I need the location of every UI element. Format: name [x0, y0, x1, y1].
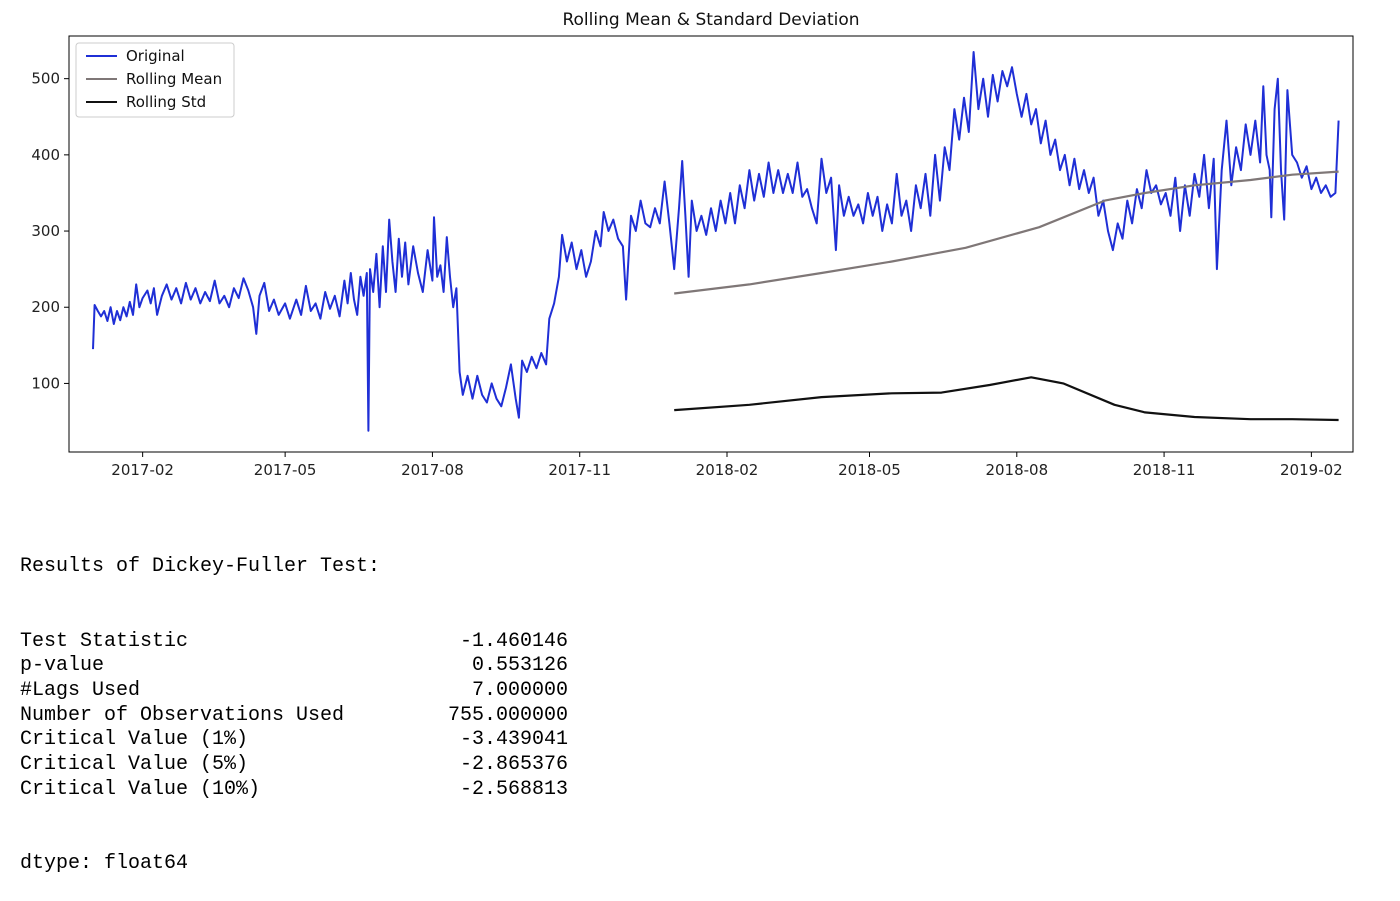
legend: Original Rolling Mean Rolling Std: [75, 42, 235, 118]
results-row: Critical Value (5%) -2.865376: [20, 753, 568, 778]
x-tick-label: 2018-05: [838, 461, 901, 479]
results-row-value: -3.439041: [459, 728, 568, 752]
results-header: Results of Dickey-Fuller Test:: [20, 555, 381, 579]
y-tick-label: 400: [31, 146, 60, 164]
results-row: p-value 0.553126: [20, 654, 568, 679]
results-row-value: 0.553126: [471, 654, 568, 678]
results-row-value: 7.000000: [471, 678, 568, 702]
results-row-label: Critical Value (10%): [20, 777, 261, 801]
results-row: Critical Value (10%) -2.568813: [20, 778, 568, 803]
results-row: #Lags Used 7.000000: [20, 679, 568, 704]
results-row-value: -2.568813: [459, 777, 568, 801]
legend-label-rolling-mean: Rolling Mean: [126, 70, 222, 88]
x-tick-label: 2017-02: [111, 461, 174, 479]
series-line-rolling-mean: [674, 170, 1339, 295]
legend-box: [75, 42, 235, 118]
results-footer: dtype: float64: [20, 851, 189, 875]
series-line-rolling-std: [674, 376, 1339, 422]
y-tick-label: 500: [31, 70, 60, 88]
x-tick-label: 2017-08: [401, 461, 464, 479]
y-tick-label: 100: [31, 374, 60, 392]
plot-area: 2017-02 2017-05 2017-08 2017-11 2018-02 2018-…: [31, 35, 1354, 479]
results-row-label: Test Statistic: [20, 629, 189, 653]
results-table: Test Statistic -1.460146 p-value 0.553126 #L…: [20, 630, 568, 803]
results-row-label: Critical Value (1%): [20, 728, 249, 752]
results-row-label: Critical Value (5%): [20, 753, 249, 777]
chart-title: Rolling Mean & Standard Deviation: [562, 10, 859, 30]
x-tick-label: 2018-02: [696, 461, 759, 479]
legend-label-rolling-std: Rolling Std: [126, 93, 206, 111]
legend-label-original: Original: [126, 47, 185, 65]
results-row: Critical Value (1%) -3.439041: [20, 728, 568, 753]
y-tick-label: 300: [31, 222, 60, 240]
results-row-value: -1.460146: [459, 629, 568, 653]
axes-frame: [68, 35, 1354, 453]
x-tick-label: 2017-05: [254, 461, 317, 479]
series-line-original: [92, 51, 1340, 432]
dickey-fuller-results: Results of Dickey-Fuller Test: Test Stat…: [20, 506, 568, 901]
results-row: Test Statistic -1.460146: [20, 630, 568, 655]
rolling-chart: Rolling Mean & Standard Deviation 2017-0…: [31, 10, 1354, 479]
results-row-label: #Lags Used: [20, 678, 141, 702]
x-tick-label: 2018-11: [1133, 461, 1196, 479]
x-tick-label: 2018-08: [985, 461, 1048, 479]
y-tick-label: 200: [31, 298, 60, 316]
results-row-label: p-value: [20, 654, 105, 678]
results-row-label: Number of Observations Used: [20, 703, 345, 727]
x-tick-label: 2017-11: [548, 461, 611, 479]
results-row-value: 755.000000: [447, 703, 568, 727]
x-tick-label: 2019-02: [1280, 461, 1343, 479]
results-row-value: -2.865376: [459, 753, 568, 777]
results-row: Number of Observations Used 755.000000: [20, 704, 568, 729]
